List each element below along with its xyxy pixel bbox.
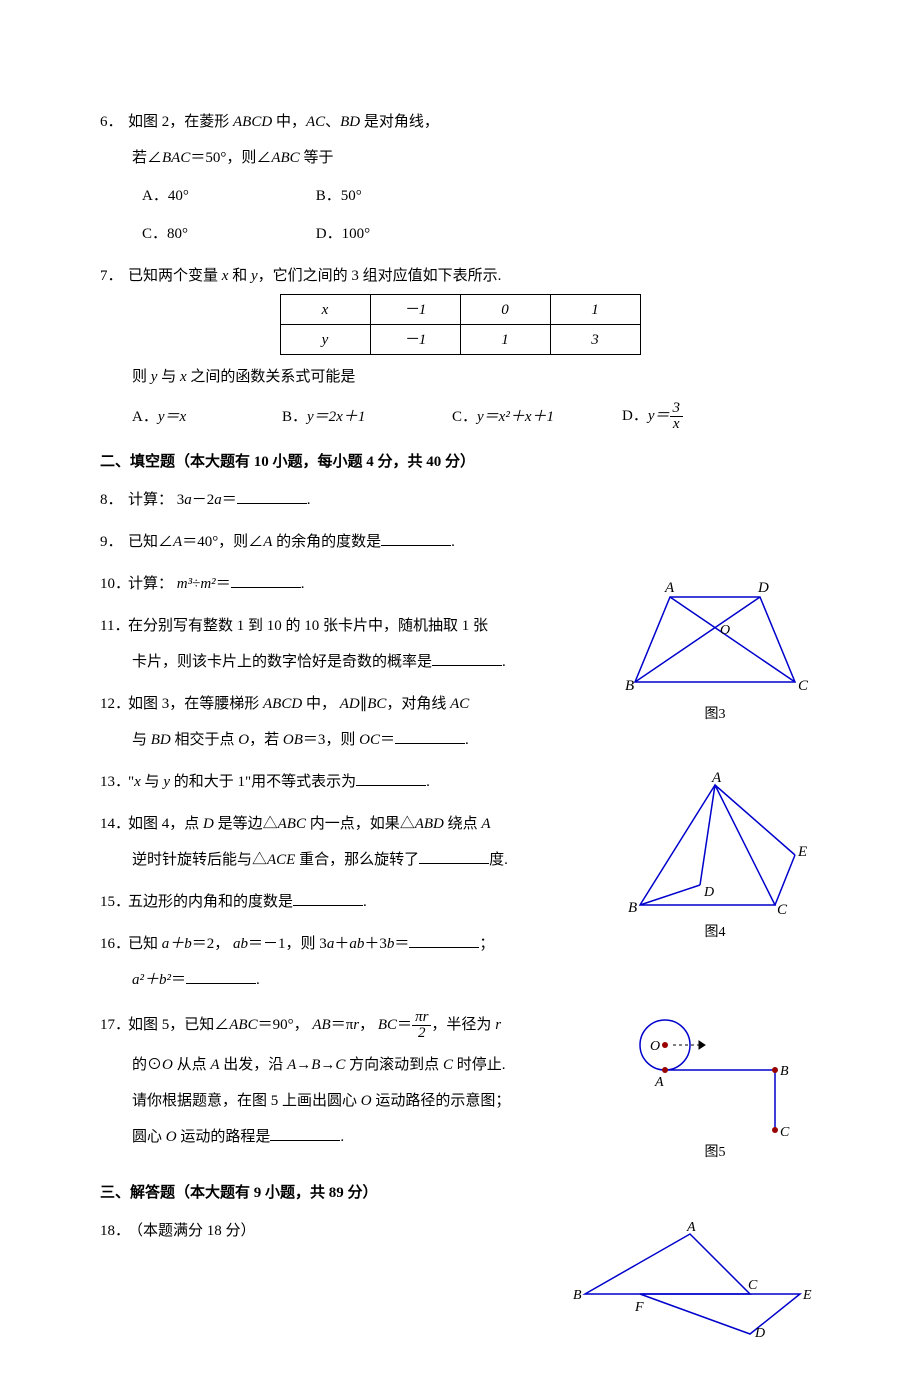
svg-text:A: A <box>686 1220 696 1235</box>
fig4-svg: A B C D E <box>620 770 810 920</box>
q7-t-r1c4: 1 <box>550 295 640 325</box>
svg-text:E: E <box>797 844 807 860</box>
q13-num: 13． <box>100 770 128 794</box>
svg-text:D: D <box>757 580 769 596</box>
question-15: 15．五边形的内角和的度数是. <box>100 890 610 914</box>
q10-num: 10． <box>100 572 128 596</box>
q6-optA: A．40° <box>142 184 312 208</box>
fig3-label: 图3 <box>610 704 820 726</box>
svg-text:A: A <box>654 1075 664 1090</box>
q12-blank <box>395 730 465 744</box>
q18-num: 18． <box>100 1219 128 1243</box>
q7-t-r2c2: －1 <box>370 325 460 355</box>
q7-optC: C．y＝x²＋x＋1 <box>452 405 622 429</box>
q7-t-r1c1: x <box>280 295 370 325</box>
q7-optD: D．y＝3x <box>622 401 683 432</box>
question-16: 16．已知 a＋b＝2， ab＝－1，则 3a＋ab＋3b＝； a²＋b²＝. <box>100 932 610 992</box>
q16-blank1 <box>409 934 479 948</box>
question-6: 6．如图 2，在菱形 ABCD 中，AC、BD 是对角线， 若∠BAC＝50°，… <box>100 110 820 246</box>
question-10: 10．计算： m³÷m²＝. <box>100 572 610 596</box>
q7-num: 7． <box>100 264 128 288</box>
q6-line1: 6．如图 2，在菱形 ABCD 中，AC、BD 是对角线， <box>100 110 820 134</box>
fig6-svg: A B C E F D <box>565 1219 815 1339</box>
q7-t-r2c3: 1 <box>460 325 550 355</box>
q7-t-r2c1: y <box>280 325 370 355</box>
q14-num: 14． <box>100 812 128 836</box>
svg-text:B: B <box>573 1288 582 1303</box>
q7-line1: 7．已知两个变量 x 和 y，它们之间的 3 组对应值如下表所示. <box>100 264 820 288</box>
q6-optD: D．100° <box>316 222 370 246</box>
q15-blank <box>293 892 363 906</box>
svg-text:D: D <box>754 1326 765 1339</box>
q6-num: 6． <box>100 110 128 134</box>
q11-blank <box>432 652 502 666</box>
svg-text:A: A <box>664 580 675 596</box>
svg-text:A: A <box>711 770 722 786</box>
svg-text:D: D <box>703 885 714 900</box>
svg-text:C: C <box>780 1125 790 1140</box>
svg-text:F: F <box>634 1300 644 1315</box>
q6-options: A．40° B．50° C．80° D．100° <box>142 184 820 246</box>
q17-blank <box>270 1127 340 1141</box>
figure-4: A B C D E 图4 <box>610 770 820 944</box>
section-3-header: 三、解答题（本大题有 9 小题，共 89 分） <box>100 1181 820 1205</box>
q8-num: 8． <box>100 488 128 512</box>
q16-blank2 <box>186 970 256 984</box>
q9-num: 9． <box>100 530 128 554</box>
q7-options: A．y＝x B．y＝2x＋1 C．y＝x²＋x＋1 D．y＝3x <box>132 401 820 432</box>
question-7: 7．已知两个变量 x 和 y，它们之间的 3 组对应值如下表所示. x －1 0… <box>100 264 820 432</box>
q7-t-r2c4: 3 <box>550 325 640 355</box>
svg-text:B: B <box>628 900 637 916</box>
q16-num: 16． <box>100 932 128 956</box>
q14-blank <box>419 850 489 864</box>
svg-text:C: C <box>798 678 809 694</box>
svg-text:B: B <box>625 678 634 694</box>
question-18: 18．（本题满分 18 分） <box>100 1219 560 1243</box>
question-9: 9．已知∠A＝40°，则∠A 的余角的度数是. <box>100 530 820 554</box>
q10-12-block: 10．计算： m³÷m²＝. 11．在分别写有整数 1 到 10 的 10 张卡… <box>100 572 820 770</box>
svg-text:O: O <box>720 623 730 638</box>
q18-block: 18．（本题满分 18 分） A B C E F D <box>100 1219 820 1339</box>
q9-blank <box>381 532 451 546</box>
fig3-svg: A D B C O <box>620 572 810 702</box>
figure-5: O A B C 图5 <box>610 1010 820 1164</box>
q15-num: 15． <box>100 890 128 914</box>
q7-t-r1c3: 0 <box>460 295 550 325</box>
question-8: 8．计算： 3a－2a＝. <box>100 488 820 512</box>
q7-line2: 则 y 与 x 之间的函数关系式可能是 <box>132 365 820 389</box>
q6-line2: 若∠BAC＝50°，则∠ABC 等于 <box>132 146 820 170</box>
q8-blank <box>237 490 307 504</box>
svg-text:B: B <box>780 1064 789 1079</box>
q7-optB: B．y＝2x＋1 <box>282 405 452 429</box>
q12-num: 12． <box>100 692 128 716</box>
q13-16-block: 13．"x 与 y 的和大于 1"用不等式表示为. 14．如图 4，点 D 是等… <box>100 770 820 1010</box>
q7-table: x －1 0 1 y －1 1 3 <box>280 294 641 355</box>
svg-text:O: O <box>650 1039 660 1054</box>
q6-optC: C．80° <box>142 222 312 246</box>
q10-blank <box>231 574 301 588</box>
figure-6: A B C E F D <box>560 1219 820 1339</box>
question-14: 14．如图 4，点 D 是等边△ABC 内一点，如果△ABD 绕点 A 逆时针旋… <box>100 812 610 872</box>
figure-3: A D B C O 图3 <box>610 572 820 726</box>
question-12: 12．如图 3，在等腰梯形 ABCD 中， AD∥BC，对角线 AC 与 BD … <box>100 692 610 752</box>
q11-num: 11． <box>100 614 128 638</box>
q6-optB: B．50° <box>316 184 362 208</box>
svg-text:E: E <box>802 1288 812 1303</box>
fig4-label: 图4 <box>610 922 820 944</box>
section-2-header: 二、填空题（本大题有 10 小题，每小题 4 分，共 40 分） <box>100 450 820 474</box>
fig5-svg: O A B C <box>625 1010 805 1140</box>
question-17: 17．如图 5，已知∠ABC＝90°， AB＝πr， BC＝πr2，半径为 r … <box>100 1010 610 1149</box>
svg-text:C: C <box>748 1278 758 1293</box>
q17-block: 17．如图 5，已知∠ABC＝90°， AB＝πr， BC＝πr2，半径为 r … <box>100 1010 820 1167</box>
svg-text:C: C <box>777 902 788 918</box>
q7-t-r1c2: －1 <box>370 295 460 325</box>
question-11: 11．在分别写有整数 1 到 10 的 10 张卡片中，随机抽取 1 张 卡片，… <box>100 614 610 674</box>
fig5-label: 图5 <box>610 1142 820 1164</box>
q7-optA: A．y＝x <box>132 405 282 429</box>
q13-blank <box>356 772 426 786</box>
q17-num: 17． <box>100 1013 128 1037</box>
question-13: 13．"x 与 y 的和大于 1"用不等式表示为. <box>100 770 610 794</box>
